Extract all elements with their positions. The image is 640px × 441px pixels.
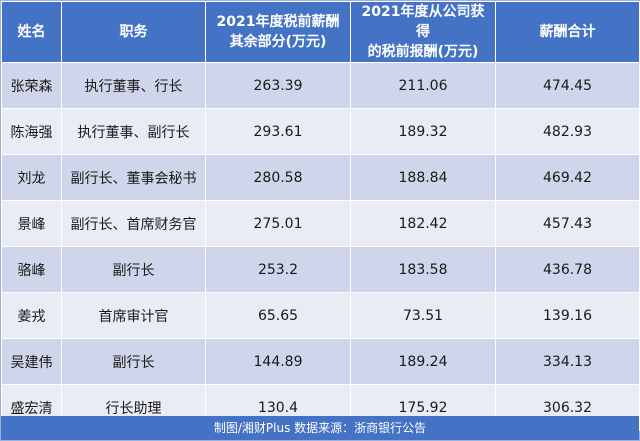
cell-pretax-other: 144.89 <box>205 338 351 385</box>
cell-name: 张荣森 <box>1 62 62 109</box>
cell-total: 139.16 <box>495 292 640 339</box>
cell-name: 陈海强 <box>1 108 62 155</box>
cell-pretax-other: 65.65 <box>205 292 351 339</box>
cell-pretax-other: 253.2 <box>205 246 351 293</box>
cell-position: 副行长 <box>61 338 206 385</box>
cell-pretax-from-company: 189.32 <box>350 108 496 155</box>
cell-pretax-other: 293.61 <box>205 108 351 155</box>
table-header-row: 姓名 职务 2021年度税前薪酬 其余部分(万元) 2021年度从公司获得 的税… <box>1 1 640 63</box>
cell-position: 副行长 <box>61 246 206 293</box>
cell-pretax-other: 280.58 <box>205 154 351 201</box>
cell-total: 469.42 <box>495 154 640 201</box>
cell-total: 482.93 <box>495 108 640 155</box>
cell-total: 436.78 <box>495 246 640 293</box>
cell-total: 474.45 <box>495 62 640 109</box>
cell-position: 副行长、首席财务官 <box>61 200 206 247</box>
cell-position: 执行董事、副行长 <box>61 108 206 155</box>
cell-pretax-from-company: 73.51 <box>350 292 496 339</box>
header-position: 职务 <box>61 1 206 63</box>
cell-name: 刘龙 <box>1 154 62 201</box>
header-pretax-other: 2021年度税前薪酬 其余部分(万元) <box>205 1 351 63</box>
table-row: 张荣森 执行董事、行长 263.39 211.06 474.45 <box>1 62 640 109</box>
cell-pretax-from-company: 211.06 <box>350 62 496 109</box>
cell-name: 姜戎 <box>1 292 62 339</box>
salary-table: 姓名 职务 2021年度税前薪酬 其余部分(万元) 2021年度从公司获得 的税… <box>1 1 640 431</box>
cell-name: 骆峰 <box>1 246 62 293</box>
table-row: 姜戎 首席审计官 65.65 73.51 139.16 <box>1 292 640 339</box>
cell-position: 副行长、董事会秘书 <box>61 154 206 201</box>
cell-pretax-other: 275.01 <box>205 200 351 247</box>
cell-position: 执行董事、行长 <box>61 62 206 109</box>
header-pretax-from-company: 2021年度从公司获得 的税前报酬(万元) <box>350 1 496 63</box>
cell-name: 吴建伟 <box>1 338 62 385</box>
table-row: 吴建伟 副行长 144.89 189.24 334.13 <box>1 338 640 385</box>
cell-pretax-from-company: 182.42 <box>350 200 496 247</box>
source-footer: 制图/湘财Plus 数据来源：浙商银行公告 <box>1 416 639 440</box>
header-name: 姓名 <box>1 1 62 63</box>
table-row: 刘龙 副行长、董事会秘书 280.58 188.84 469.42 <box>1 154 640 201</box>
table-row: 景峰 副行长、首席财务官 275.01 182.42 457.43 <box>1 200 640 247</box>
table-row: 陈海强 执行董事、副行长 293.61 189.32 482.93 <box>1 108 640 155</box>
table-row: 骆峰 副行长 253.2 183.58 436.78 <box>1 246 640 293</box>
cell-pretax-from-company: 183.58 <box>350 246 496 293</box>
cell-pretax-from-company: 189.24 <box>350 338 496 385</box>
cell-name: 景峰 <box>1 200 62 247</box>
cell-position: 首席审计官 <box>61 292 206 339</box>
cell-pretax-from-company: 188.84 <box>350 154 496 201</box>
cell-total: 457.43 <box>495 200 640 247</box>
header-total: 薪酬合计 <box>495 1 640 63</box>
cell-total: 334.13 <box>495 338 640 385</box>
cell-pretax-other: 263.39 <box>205 62 351 109</box>
